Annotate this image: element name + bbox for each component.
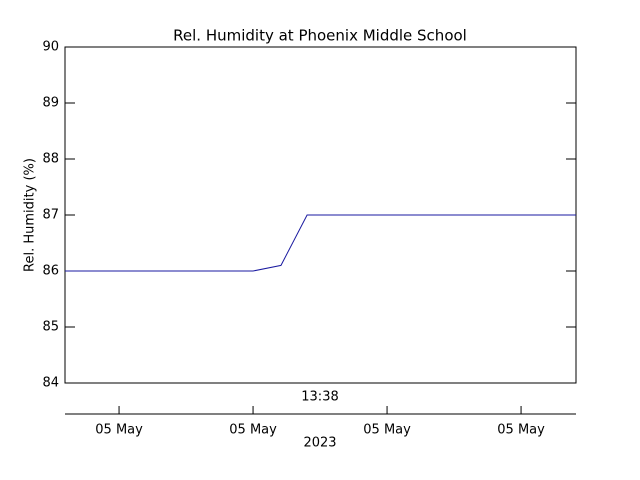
chart-title: Rel. Humidity at Phoenix Middle School <box>173 27 467 45</box>
x-tick-label: 05 May <box>363 423 411 438</box>
y-tick-label: 86 <box>42 264 59 279</box>
y-tick-label: 88 <box>42 152 59 167</box>
y-tick-label: 87 <box>42 208 59 223</box>
y-tick-label: 85 <box>42 320 59 335</box>
y-tick-label: 84 <box>42 376 59 391</box>
annotation: 13:38 <box>301 390 338 405</box>
y-tick-label: 89 <box>42 96 59 111</box>
y-tick-label: 90 <box>42 40 59 55</box>
x-axis-label: 2023 <box>303 436 336 451</box>
data-line <box>65 214 576 272</box>
y-axis-label: Rel. Humidity (%) <box>23 158 38 272</box>
x-tick-label: 05 May <box>229 423 277 438</box>
x-tick-label: 05 May <box>95 423 143 438</box>
x-tick-label: 05 May <box>497 423 545 438</box>
